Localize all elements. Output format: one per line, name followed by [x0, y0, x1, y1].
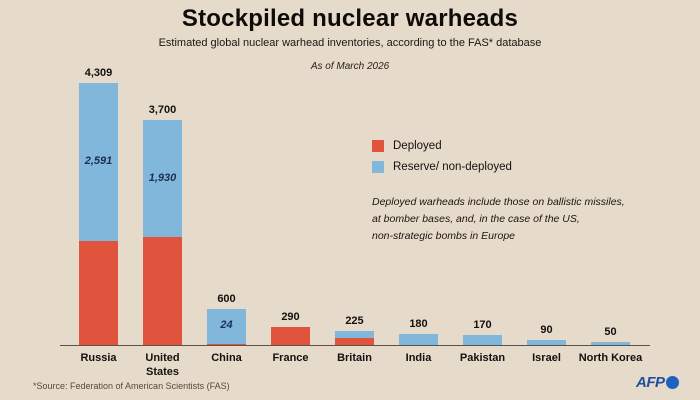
page-title: Stockpiled nuclear warheads	[181, 5, 519, 32]
axis-label-pakistan: Pakistan	[459, 352, 506, 364]
source-credit: *Source: Federation of American Scientis…	[33, 381, 230, 391]
axis-label-britain: Britain	[337, 352, 372, 364]
bar-segment-deployed-britain	[335, 337, 374, 345]
page-subtitle: Estimated global nuclear warhead invento…	[158, 37, 542, 49]
bar-segment-reserve-china	[207, 308, 246, 344]
bar-segment-deployed-france	[271, 327, 310, 345]
afp-logo: AFP	[636, 374, 679, 391]
total-value-label-india: 180	[409, 318, 428, 331]
axis-label-united-states: United States	[145, 352, 180, 378]
bar-segment-deployed-china	[207, 343, 246, 345]
bar-segment-reserve-britain	[335, 331, 374, 338]
legend-label-reserve: Reserve/ non-deployed	[393, 161, 512, 173]
legend-item-reserve: Reserve/ non-deployed	[372, 161, 512, 173]
bar-segment-reserve-israel	[527, 339, 566, 345]
segment-value-label-russia: 2,591	[84, 154, 113, 167]
bar-segment-reserve-united-states	[143, 120, 182, 238]
axis-label-north-korea: North Korea	[578, 352, 643, 364]
total-value-label-israel: 90	[540, 323, 553, 336]
deployed-definition-note: Deployed warheads include those on balli…	[372, 196, 625, 242]
total-value-label-pakistan: 170	[473, 318, 492, 331]
bar-segment-deployed-russia	[79, 240, 118, 345]
total-value-label-united-states: 3,700	[148, 104, 177, 117]
deployed-swatch-icon	[372, 140, 384, 152]
x-axis-line	[60, 345, 650, 346]
total-value-label-russia: 4,309	[84, 67, 113, 79]
bar-segment-deployed-united-states	[143, 237, 182, 345]
legend: Deployed Reserve/ non-deployed	[372, 140, 512, 173]
afp-logo-globe-icon	[665, 376, 679, 389]
segment-value-label-united-states: 1,930	[148, 171, 177, 184]
legend-item-deployed: Deployed	[372, 140, 512, 152]
total-value-label-britain: 225	[345, 315, 364, 328]
legend-label-deployed: Deployed	[393, 140, 442, 152]
total-value-label-north-korea: 50	[604, 325, 617, 338]
bar-segment-reserve-india	[399, 334, 438, 345]
total-value-label-china: 600	[217, 292, 236, 305]
as-of-date: As of March 2026	[310, 61, 390, 72]
axis-label-china: China	[211, 352, 242, 364]
bar-segment-reserve-pakistan	[463, 334, 502, 345]
reserve-swatch-icon	[372, 161, 384, 173]
axis-label-israel: Israel	[532, 352, 561, 364]
bar-segment-reserve-russia	[79, 83, 118, 241]
axis-label-india: India	[405, 352, 432, 364]
segment-value-label-china: 24	[220, 319, 233, 332]
afp-logo-text: AFP	[636, 374, 665, 391]
axis-label-russia: Russia	[80, 352, 117, 364]
bar-segment-reserve-north-korea	[591, 341, 630, 345]
axis-label-france: France	[272, 352, 309, 364]
total-value-label-france: 290	[281, 311, 300, 324]
